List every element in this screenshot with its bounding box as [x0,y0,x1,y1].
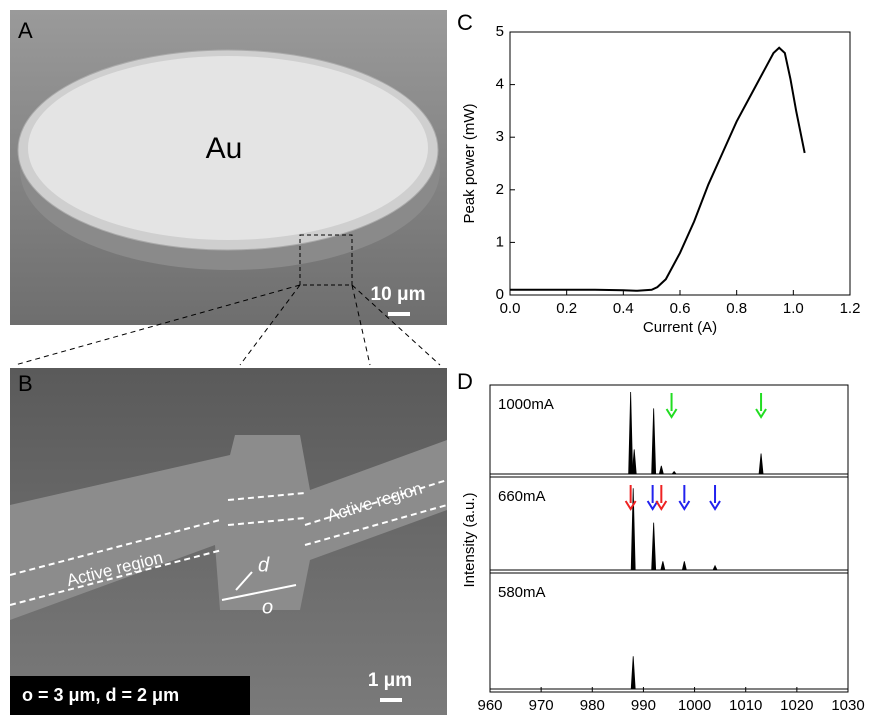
caption: o = 3 μm, d = 2 μm [22,685,179,705]
peak [659,466,663,474]
x-tick-label: 980 [580,697,605,714]
plot-frame [490,385,848,692]
annotation: d [258,554,270,576]
plot-frame [510,32,850,295]
x-tick-label: 1.0 [783,300,804,317]
panel-label: B [18,371,33,396]
y-tick-label: 5 [496,23,504,40]
x-tick-label: 0.2 [556,300,577,317]
y-tick-label: 3 [496,128,504,145]
arrow [710,485,720,509]
peak [631,488,635,570]
x-tick-label: 0.8 [726,300,747,317]
panel-b: Active region Active region d o 1 μm o =… [10,368,447,715]
y-tick-label: 1 [496,233,504,250]
arrow [667,393,677,417]
peak [672,472,676,474]
peak [713,566,717,570]
x-tick-label: 1020 [780,697,813,714]
peak [652,408,656,474]
x-tick-label: 960 [477,697,502,714]
peak [652,523,656,570]
arrow [656,485,666,509]
scale-label: 10 μm [371,284,426,305]
x-tick-label: 0.4 [613,300,634,317]
x-tick-label: 0.6 [670,300,691,317]
peak [661,561,665,570]
arrow [648,485,658,509]
x-tick-label: 1.2 [840,300,861,317]
peak [629,392,633,474]
peak [682,561,686,570]
figure: A Au 10 μm Active region Active region d… [0,0,870,718]
panel-label: A [18,18,33,43]
arrow [679,485,689,509]
x-axis-label: Current (A) [643,319,717,336]
panel-a: A Au 10 μm [10,10,447,325]
y-axis-label: Intensity (a.u.) [461,492,478,587]
y-axis-label: Peak power (mW) [461,103,478,223]
legend-label: 580mA [498,584,546,601]
x-tick-label: 0.0 [500,300,521,317]
x-tick-label: 1010 [729,697,762,714]
x-tick-label: 1000 [678,697,711,714]
legend-label: 660mA [498,488,546,505]
data-line [510,48,805,291]
peak [632,449,636,474]
legend-label: 1000mA [498,396,554,413]
x-tick-label: 1030 [831,697,864,714]
x-tick-label: 990 [631,697,656,714]
annotation: o [262,596,273,618]
arrow [626,485,636,509]
peak [631,656,635,689]
annotation: Au [206,132,243,165]
panel-label: D [457,369,473,394]
x-tick-label: 970 [529,697,554,714]
arrow [756,393,766,417]
y-tick-label: 4 [496,76,504,93]
peak [759,454,763,475]
y-tick-label: 2 [496,181,504,198]
scale-label: 1 μm [368,670,412,691]
panel-label: C [457,10,473,35]
